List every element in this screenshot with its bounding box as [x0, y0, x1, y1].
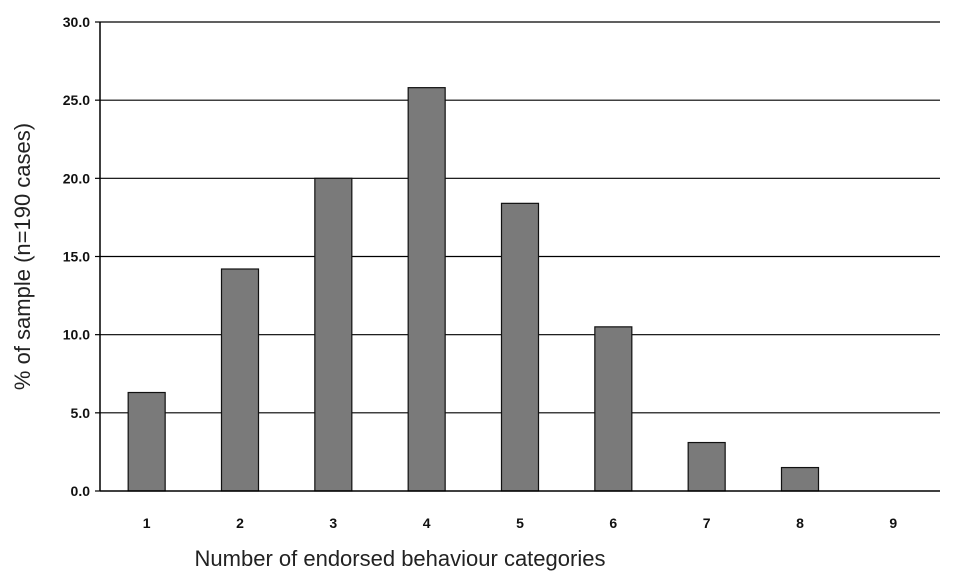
- y-tick-label: 15.0: [63, 249, 90, 265]
- x-axis-title: Number of endorsed behaviour categories: [195, 546, 606, 571]
- x-tick-label: 5: [516, 515, 524, 531]
- x-tick-label: 2: [236, 515, 244, 531]
- bar-5: [500, 202, 540, 492]
- bars: [127, 87, 820, 492]
- x-tick-label: 1: [143, 515, 151, 531]
- x-tick-label: 7: [703, 515, 711, 531]
- bar-3: [314, 177, 353, 492]
- y-tick-label: 5.0: [71, 405, 91, 421]
- x-tick-label: 4: [423, 515, 431, 531]
- y-tick-labels: 0.0 5.0 10.0 15.0 20.0 25.0 30.0: [63, 14, 90, 499]
- y-tick-label: 25.0: [63, 92, 90, 108]
- y-tick-label: 30.0: [63, 14, 90, 30]
- axes: [95, 21, 940, 492]
- bar-2: [220, 268, 260, 492]
- y-axis-title: % of sample (n=190 cases): [10, 123, 35, 390]
- bar-6: [594, 326, 633, 492]
- bar-8: [780, 466, 820, 492]
- x-tick-labels: 1 2 3 4 5 6 7 8 9: [143, 515, 898, 531]
- bar-1: [127, 391, 166, 492]
- bar-7: [687, 441, 726, 492]
- x-tick-label: 9: [889, 515, 897, 531]
- y-tick-label: 10.0: [63, 327, 90, 343]
- x-tick-label: 8: [796, 515, 804, 531]
- x-tick-label: 3: [329, 515, 337, 531]
- bar-4: [407, 87, 446, 492]
- x-tick-label: 6: [609, 515, 617, 531]
- y-tick-label: 20.0: [63, 170, 90, 186]
- y-tick-label: 0.0: [71, 483, 91, 499]
